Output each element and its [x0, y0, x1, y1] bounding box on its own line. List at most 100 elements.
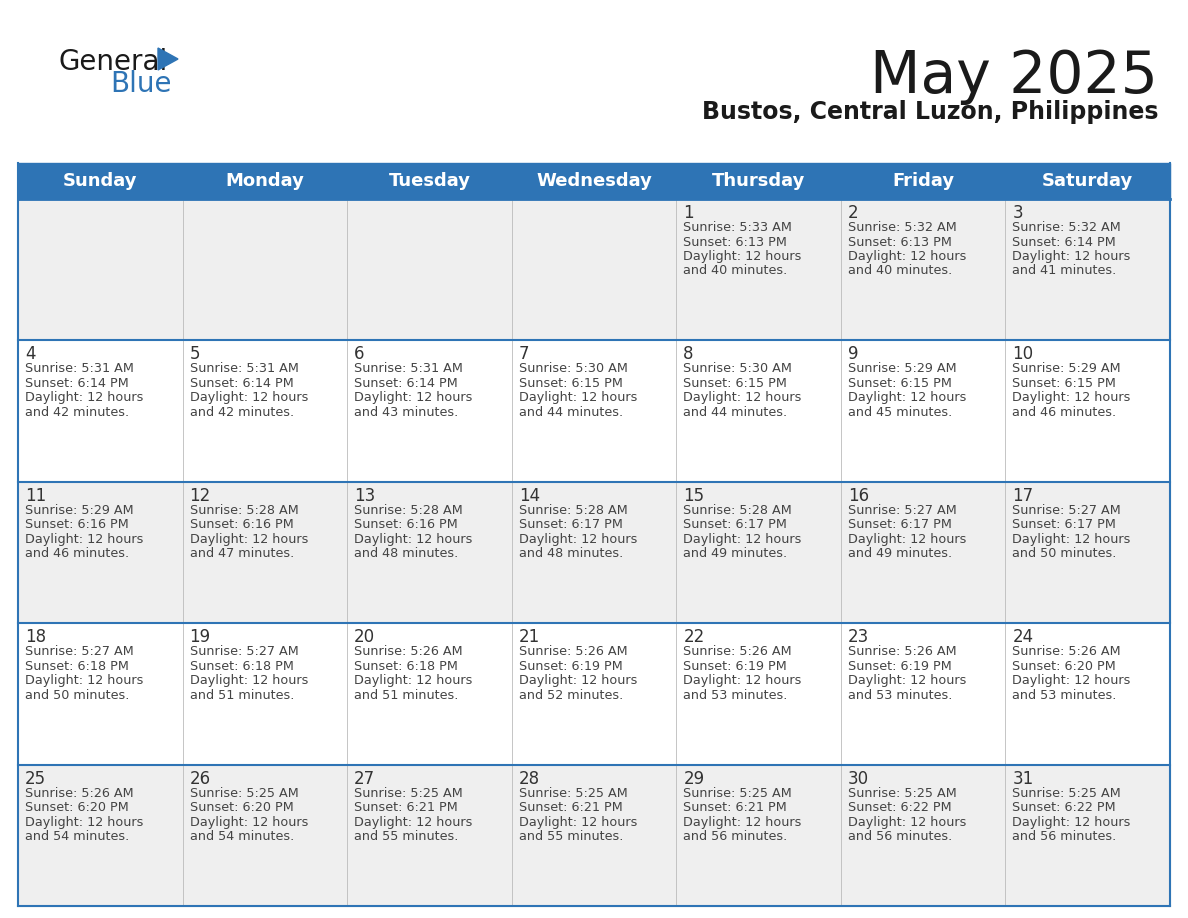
Text: Daylight: 12 hours: Daylight: 12 hours [354, 391, 473, 405]
Text: Daylight: 12 hours: Daylight: 12 hours [683, 674, 802, 688]
Text: Daylight: 12 hours: Daylight: 12 hours [190, 815, 308, 829]
Text: 28: 28 [519, 769, 539, 788]
Text: Bustos, Central Luzon, Philippines: Bustos, Central Luzon, Philippines [701, 100, 1158, 124]
Bar [18, 765, 1170, 906]
Text: Sunrise: 5:28 AM: Sunrise: 5:28 AM [683, 504, 792, 517]
Text: and 56 minutes.: and 56 minutes. [683, 830, 788, 843]
Text: Sunday: Sunday [63, 172, 138, 190]
Text: and 49 minutes.: and 49 minutes. [848, 547, 952, 560]
Text: Sunrise: 5:27 AM: Sunrise: 5:27 AM [848, 504, 956, 517]
Text: and 41 minutes.: and 41 minutes. [1012, 264, 1117, 277]
Text: Sunset: 6:14 PM: Sunset: 6:14 PM [190, 377, 293, 390]
Text: Sunset: 6:14 PM: Sunset: 6:14 PM [354, 377, 457, 390]
Text: Sunrise: 5:27 AM: Sunrise: 5:27 AM [25, 645, 134, 658]
Text: and 53 minutes.: and 53 minutes. [848, 688, 953, 701]
Text: Sunset: 6:17 PM: Sunset: 6:17 PM [683, 519, 788, 532]
Text: Sunrise: 5:31 AM: Sunrise: 5:31 AM [25, 363, 134, 375]
Text: Daylight: 12 hours: Daylight: 12 hours [683, 532, 802, 546]
Text: 16: 16 [848, 487, 868, 505]
Text: Sunrise: 5:30 AM: Sunrise: 5:30 AM [683, 363, 792, 375]
Text: Sunset: 6:17 PM: Sunset: 6:17 PM [848, 519, 952, 532]
Text: Sunrise: 5:25 AM: Sunrise: 5:25 AM [519, 787, 627, 800]
Text: and 46 minutes.: and 46 minutes. [1012, 406, 1117, 419]
Text: 8: 8 [683, 345, 694, 364]
Text: 25: 25 [25, 769, 46, 788]
Text: Daylight: 12 hours: Daylight: 12 hours [25, 391, 144, 405]
Text: Sunrise: 5:28 AM: Sunrise: 5:28 AM [190, 504, 298, 517]
Text: Daylight: 12 hours: Daylight: 12 hours [190, 674, 308, 688]
Text: Sunrise: 5:26 AM: Sunrise: 5:26 AM [519, 645, 627, 658]
Text: Sunset: 6:18 PM: Sunset: 6:18 PM [190, 660, 293, 673]
Text: 14: 14 [519, 487, 539, 505]
Text: Sunrise: 5:29 AM: Sunrise: 5:29 AM [848, 363, 956, 375]
Text: 9: 9 [848, 345, 859, 364]
Text: 20: 20 [354, 628, 375, 646]
Text: 27: 27 [354, 769, 375, 788]
Text: Sunset: 6:21 PM: Sunset: 6:21 PM [354, 801, 457, 814]
Text: Sunrise: 5:29 AM: Sunrise: 5:29 AM [25, 504, 133, 517]
Text: 23: 23 [848, 628, 870, 646]
Text: Daylight: 12 hours: Daylight: 12 hours [1012, 674, 1131, 688]
Text: Sunset: 6:17 PM: Sunset: 6:17 PM [1012, 519, 1117, 532]
Text: and 54 minutes.: and 54 minutes. [25, 830, 129, 843]
Text: Sunset: 6:20 PM: Sunset: 6:20 PM [1012, 660, 1117, 673]
Text: 3: 3 [1012, 204, 1023, 222]
Text: and 40 minutes.: and 40 minutes. [683, 264, 788, 277]
Text: and 56 minutes.: and 56 minutes. [848, 830, 952, 843]
Text: Daylight: 12 hours: Daylight: 12 hours [683, 250, 802, 263]
Text: and 53 minutes.: and 53 minutes. [683, 688, 788, 701]
Text: Daylight: 12 hours: Daylight: 12 hours [190, 391, 308, 405]
Text: and 42 minutes.: and 42 minutes. [190, 406, 293, 419]
Text: Sunset: 6:14 PM: Sunset: 6:14 PM [1012, 236, 1117, 249]
Text: Sunset: 6:19 PM: Sunset: 6:19 PM [519, 660, 623, 673]
Text: 4: 4 [25, 345, 36, 364]
Text: Sunrise: 5:26 AM: Sunrise: 5:26 AM [1012, 645, 1121, 658]
Text: Sunrise: 5:32 AM: Sunrise: 5:32 AM [848, 221, 956, 234]
Text: Daylight: 12 hours: Daylight: 12 hours [25, 815, 144, 829]
Text: Sunrise: 5:25 AM: Sunrise: 5:25 AM [848, 787, 956, 800]
Text: and 43 minutes.: and 43 minutes. [354, 406, 459, 419]
Text: Sunrise: 5:32 AM: Sunrise: 5:32 AM [1012, 221, 1121, 234]
Text: Sunrise: 5:25 AM: Sunrise: 5:25 AM [683, 787, 792, 800]
Text: Daylight: 12 hours: Daylight: 12 hours [1012, 391, 1131, 405]
Polygon shape [158, 48, 178, 70]
Text: Daylight: 12 hours: Daylight: 12 hours [848, 532, 966, 546]
Text: Blue: Blue [110, 70, 171, 98]
Text: Sunset: 6:15 PM: Sunset: 6:15 PM [519, 377, 623, 390]
Text: Sunrise: 5:26 AM: Sunrise: 5:26 AM [683, 645, 792, 658]
Text: and 45 minutes.: and 45 minutes. [848, 406, 952, 419]
Text: Daylight: 12 hours: Daylight: 12 hours [25, 674, 144, 688]
Text: Daylight: 12 hours: Daylight: 12 hours [1012, 532, 1131, 546]
Text: Sunrise: 5:30 AM: Sunrise: 5:30 AM [519, 363, 627, 375]
Text: 10: 10 [1012, 345, 1034, 364]
Bar [18, 199, 1170, 341]
Text: Daylight: 12 hours: Daylight: 12 hours [519, 391, 637, 405]
Text: Daylight: 12 hours: Daylight: 12 hours [25, 532, 144, 546]
Text: and 53 minutes.: and 53 minutes. [1012, 688, 1117, 701]
Text: Sunset: 6:20 PM: Sunset: 6:20 PM [25, 801, 128, 814]
Text: Sunrise: 5:26 AM: Sunrise: 5:26 AM [354, 645, 463, 658]
Text: and 48 minutes.: and 48 minutes. [519, 547, 623, 560]
Text: Wednesday: Wednesday [536, 172, 652, 190]
Text: 29: 29 [683, 769, 704, 788]
Text: Daylight: 12 hours: Daylight: 12 hours [683, 391, 802, 405]
Text: and 52 minutes.: and 52 minutes. [519, 688, 623, 701]
Text: Sunset: 6:14 PM: Sunset: 6:14 PM [25, 377, 128, 390]
Text: and 42 minutes.: and 42 minutes. [25, 406, 129, 419]
Text: 12: 12 [190, 487, 210, 505]
Text: Thursday: Thursday [712, 172, 805, 190]
Text: Sunset: 6:15 PM: Sunset: 6:15 PM [683, 377, 788, 390]
Text: Sunrise: 5:28 AM: Sunrise: 5:28 AM [519, 504, 627, 517]
Text: Daylight: 12 hours: Daylight: 12 hours [848, 674, 966, 688]
Text: 19: 19 [190, 628, 210, 646]
Text: Daylight: 12 hours: Daylight: 12 hours [519, 532, 637, 546]
Text: 5: 5 [190, 345, 200, 364]
Text: 22: 22 [683, 628, 704, 646]
Text: and 44 minutes.: and 44 minutes. [683, 406, 788, 419]
Text: Tuesday: Tuesday [388, 172, 470, 190]
Text: Sunset: 6:19 PM: Sunset: 6:19 PM [683, 660, 786, 673]
Text: Daylight: 12 hours: Daylight: 12 hours [354, 674, 473, 688]
Text: 17: 17 [1012, 487, 1034, 505]
Text: Daylight: 12 hours: Daylight: 12 hours [519, 815, 637, 829]
Text: Sunset: 6:16 PM: Sunset: 6:16 PM [354, 519, 457, 532]
